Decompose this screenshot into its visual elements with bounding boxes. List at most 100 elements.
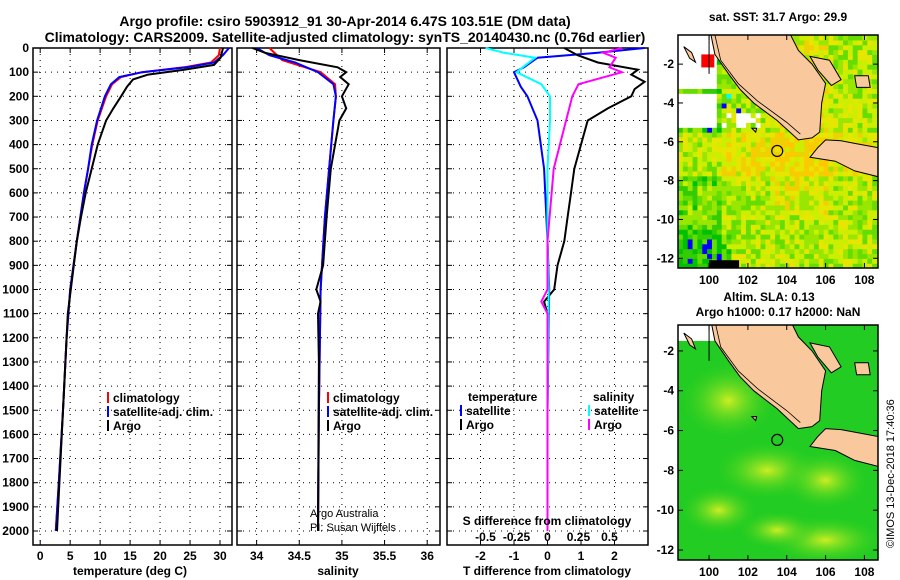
sst-cell <box>828 238 834 245</box>
sst-cell <box>852 136 859 143</box>
sst-cell <box>745 238 752 245</box>
sst-cell <box>794 200 800 206</box>
sst-cell <box>682 175 689 182</box>
sst-cell <box>736 234 742 240</box>
sst-cell <box>833 93 839 99</box>
sst-cell <box>702 263 708 268</box>
sst-cell <box>707 68 713 75</box>
y-tick-label: 300 <box>9 113 29 127</box>
sst-cell <box>818 253 825 259</box>
sst-cell <box>843 253 849 259</box>
sst-cell <box>687 122 694 128</box>
sst-cell <box>682 35 689 41</box>
sst-cell <box>731 166 737 172</box>
sst-cell <box>770 141 776 148</box>
sst-cell <box>682 39 689 46</box>
sst-cell <box>741 136 747 143</box>
sst-cell <box>716 73 723 80</box>
sst-cell <box>765 238 771 245</box>
sst-cell <box>678 44 684 51</box>
sst-cell <box>731 180 737 187</box>
sst-cell <box>678 136 684 143</box>
sst-cell <box>687 238 694 245</box>
sst-cell <box>852 200 859 206</box>
sst-cell <box>867 117 873 123</box>
sst-cell <box>828 248 834 255</box>
sst-cell <box>862 102 868 109</box>
sst-cell <box>726 234 732 240</box>
land-siberut <box>683 46 697 64</box>
temperature-line-argo <box>56 47 224 532</box>
sst-cell <box>852 263 859 268</box>
sst-cell <box>770 136 776 143</box>
sst-cell <box>682 229 689 235</box>
sst-cell <box>755 190 762 196</box>
sst-cell <box>852 127 859 133</box>
sst-cell <box>755 136 762 143</box>
sst-cell <box>687 214 694 221</box>
sst-cell <box>833 243 839 250</box>
sst-cell <box>823 166 830 172</box>
sst-cell <box>823 127 830 133</box>
sst-cell <box>697 83 703 89</box>
sst-cell <box>789 263 796 268</box>
sst-cell <box>828 117 834 123</box>
sst-cell <box>750 132 757 138</box>
sst-cell <box>823 49 830 56</box>
sst-cell <box>736 180 742 187</box>
sst-cell <box>872 83 878 89</box>
sst-cell <box>707 112 713 119</box>
sst-cell <box>852 98 859 104</box>
sst-cell <box>852 175 859 182</box>
sst-cell <box>843 248 849 255</box>
sst-cell <box>711 59 718 65</box>
sst-cell <box>789 224 796 230</box>
sst-cell <box>838 234 844 240</box>
sst-cell <box>765 248 771 255</box>
y-tick-label: 700 <box>9 210 29 224</box>
sst-cell <box>843 166 849 172</box>
sst-cell <box>838 83 844 89</box>
sst-cell <box>726 166 732 172</box>
sst-cell <box>716 68 723 75</box>
sst-cell <box>711 93 718 99</box>
sst-cell <box>697 166 703 172</box>
sst-cell <box>843 175 849 182</box>
sst-cell <box>731 122 737 128</box>
sst-cell <box>745 204 752 211</box>
sst-cell <box>789 219 796 225</box>
sst-cell <box>745 98 752 104</box>
sst-cell <box>813 35 820 41</box>
sst-cell <box>711 102 718 109</box>
sst-cell <box>813 175 820 182</box>
sst-cell <box>847 54 854 60</box>
sst-cell <box>687 243 694 250</box>
sst-cell <box>741 112 747 119</box>
sst-cell <box>702 122 708 128</box>
sst-cell <box>867 102 873 109</box>
sst-cell <box>702 170 708 177</box>
sst-cell <box>750 200 757 206</box>
sst-cell <box>862 98 868 104</box>
sst-cell <box>687 68 694 75</box>
sst-cell <box>794 39 800 46</box>
sst-cell <box>678 49 684 56</box>
sst-cell <box>697 78 703 85</box>
sst-cell <box>847 219 854 225</box>
sst-cell <box>843 93 849 99</box>
sst-cell <box>711 54 718 60</box>
sst-cell <box>682 117 689 123</box>
sst-cell <box>818 49 825 56</box>
sst-cell <box>838 229 844 235</box>
sst-cell <box>678 146 684 153</box>
sst-cell <box>867 49 873 56</box>
sst-cell <box>697 39 703 46</box>
sst-cell <box>716 64 723 70</box>
sst-cell <box>867 219 873 225</box>
sst-cell <box>760 166 766 172</box>
sst-cell <box>857 224 864 230</box>
sst-cell <box>726 229 732 235</box>
sst-cell <box>721 98 728 104</box>
sst-cell <box>721 200 728 206</box>
sst-cell <box>833 127 839 133</box>
